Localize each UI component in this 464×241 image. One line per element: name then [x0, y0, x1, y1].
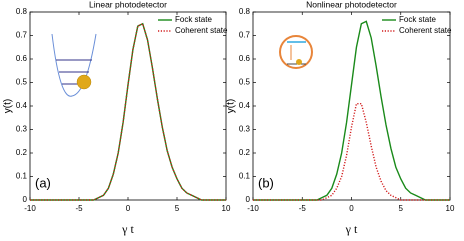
x-tick-label: 10 — [222, 204, 231, 213]
legend-label: Fock state — [175, 15, 212, 24]
chart-title: Linear photodetector — [89, 0, 167, 9]
x-tick-label: 0 — [126, 204, 131, 213]
inset-detector — [279, 35, 313, 69]
data-line — [30, 22, 226, 201]
y-tick-label: 0 — [246, 195, 251, 204]
legend-label: Coherent state — [399, 26, 452, 35]
x-tick-label: -10 — [247, 204, 259, 213]
y-axis-label: y(t) — [226, 99, 237, 113]
y-tick-label: 0.7 — [16, 31, 28, 40]
legend-label: Coherent state — [175, 26, 228, 35]
y-tick-label: 0.2 — [239, 148, 251, 157]
y-tick-label: 0.5 — [16, 78, 28, 87]
inset-potential — [51, 33, 97, 97]
plot-frame — [252, 11, 451, 201]
x-axis-label: γ t — [121, 222, 134, 236]
x-tick-label: -10 — [24, 204, 36, 213]
y-tick-label: 0.6 — [16, 54, 28, 63]
legend-label: Fock state — [399, 15, 436, 24]
y-tick-label: 0.4 — [16, 101, 28, 110]
y-tick-label: 0.5 — [239, 78, 251, 87]
y-tick-label: 0.1 — [16, 172, 28, 181]
y-tick-label: 0.3 — [16, 125, 28, 134]
data-line — [253, 20, 450, 201]
chart-title: Nonlinear photodetector — [306, 0, 397, 9]
y-tick-label: 0.7 — [239, 31, 251, 40]
panel-label: (b) — [258, 175, 274, 190]
panel: Linear photodetector γ t y(t) -10 -5 0 5 10 0 0.1… — [3, 0, 231, 236]
panel-label: (a) — [35, 175, 51, 190]
panel: Nonlinear photodetector γ t y(t) -10 -5 0 5 10 0… — [226, 0, 455, 236]
y-tick-label: 0.6 — [239, 54, 251, 63]
y-tick-label: 0.3 — [239, 125, 251, 134]
x-tick-label: -5 — [299, 204, 307, 213]
y-tick-label: 0.4 — [239, 101, 251, 110]
y-tick-label: 0.8 — [239, 7, 251, 16]
y-tick-label: 0.8 — [16, 7, 28, 16]
data-line — [253, 102, 450, 201]
x-tick-label: 5 — [175, 204, 180, 213]
y-tick-label: 0.2 — [16, 148, 28, 157]
x-axis-label: γ t — [345, 222, 358, 236]
plot-frame — [29, 11, 227, 201]
x-tick-label: 5 — [399, 204, 404, 213]
y-tick-label: 0 — [23, 195, 28, 204]
x-tick-label: 0 — [349, 204, 354, 213]
x-tick-label: -5 — [75, 204, 83, 213]
y-tick-label: 0.1 — [239, 172, 251, 181]
x-tick-label: 10 — [446, 204, 455, 213]
y-axis-label: y(t) — [3, 99, 14, 113]
data-line — [30, 22, 226, 201]
